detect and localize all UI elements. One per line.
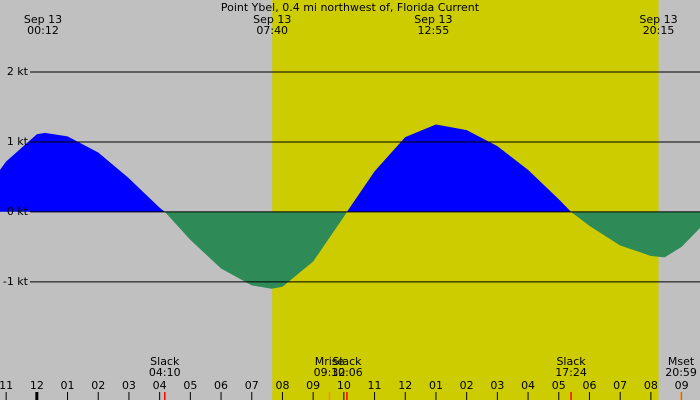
x-tick-label: 08 [644,379,658,392]
x-tick-label: 02 [460,379,474,392]
x-tick-label: 11 [0,379,13,392]
top-time: 20:15 [643,24,675,37]
x-tick-label: 01 [429,379,443,392]
ebb-area [164,211,700,289]
event-time: 10:06 [331,366,363,379]
x-tick-label: 05 [552,379,566,392]
x-tick-label: 07 [613,379,627,392]
top-time: 12:55 [418,24,450,37]
event-time: 04:10 [149,366,181,379]
event-time: 09:32 [314,366,346,379]
flood-area [0,124,700,212]
x-tick-label: 05 [183,379,197,392]
chart-title: Point Ybel, 0.4 mi northwest of, Florida… [221,1,480,14]
x-tick-label: 10 [337,379,351,392]
x-tick-label: 04 [153,379,167,392]
x-tick-label: 03 [122,379,136,392]
x-tick-label: 03 [490,379,504,392]
x-tick-label: 12 [398,379,412,392]
y-tick-label: -1 kt [3,275,29,288]
event-name: Mset [668,355,695,368]
top-time: 00:12 [27,24,59,37]
x-tick-label: 01 [61,379,75,392]
x-tick-label: 07 [245,379,259,392]
event-name: Slack [332,355,362,368]
x-tick-label: 12 [30,379,44,392]
x-tick-label: 09 [675,379,689,392]
top-date: Sep 13 [414,13,452,26]
event-name: Slack [556,355,586,368]
x-tick-label: 02 [91,379,105,392]
top-date: Sep 13 [639,13,677,26]
event-name: Slack [150,355,180,368]
top-date: Sep 13 [253,13,291,26]
event-time: 20:59 [665,366,697,379]
x-tick-label: 06 [214,379,228,392]
event-name: Mrise [315,355,345,368]
x-tick-label: 06 [582,379,596,392]
x-tick-label: 08 [275,379,289,392]
event-time: 17:24 [555,366,587,379]
x-tick-label: 04 [521,379,535,392]
x-tick-label: 11 [368,379,382,392]
top-date: Sep 13 [24,13,62,26]
y-tick-label: 1 kt [7,135,29,148]
x-tick-label: 09 [306,379,320,392]
y-tick-label: 0 kt [7,205,29,218]
top-time: 07:40 [256,24,288,37]
y-tick-label: 2 kt [7,65,29,78]
